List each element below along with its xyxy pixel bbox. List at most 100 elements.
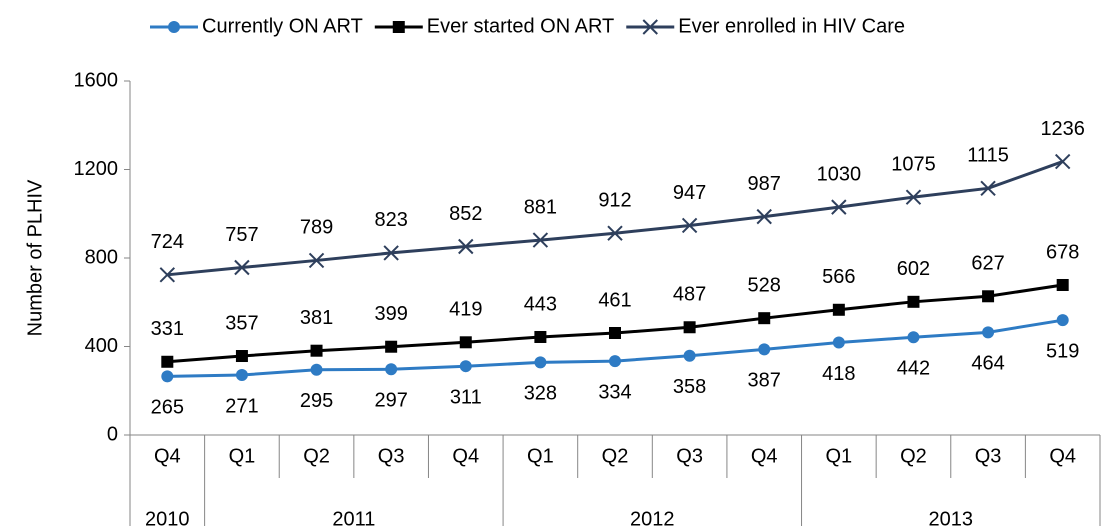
point bbox=[385, 340, 398, 353]
point bbox=[832, 303, 845, 316]
x-tick-label: Q2 bbox=[602, 445, 629, 467]
y-tick-label: 800 bbox=[85, 246, 118, 268]
data-label: 566 bbox=[822, 266, 855, 288]
point bbox=[609, 327, 621, 340]
point bbox=[385, 363, 398, 376]
data-label: 1075 bbox=[891, 153, 936, 175]
data-label: 464 bbox=[971, 353, 1004, 375]
data-label: 297 bbox=[374, 390, 407, 412]
legend-label: Currently ON ART bbox=[202, 15, 363, 37]
data-label: 947 bbox=[673, 182, 706, 204]
data-label: 399 bbox=[374, 303, 407, 325]
legend-label: Ever enrolled in HIV Care bbox=[678, 15, 905, 37]
y-tick-label: 0 bbox=[107, 423, 118, 445]
data-label: 487 bbox=[673, 284, 706, 306]
y-axis-label: Number of PLHIV bbox=[24, 179, 46, 336]
point bbox=[982, 290, 995, 303]
x-tick-label: Q3 bbox=[378, 445, 405, 467]
data-label: 1030 bbox=[817, 163, 862, 185]
data-label: 789 bbox=[300, 217, 333, 239]
point bbox=[235, 369, 248, 382]
point bbox=[607, 225, 623, 241]
data-label: 912 bbox=[598, 190, 631, 212]
point bbox=[980, 180, 996, 197]
point bbox=[683, 321, 696, 334]
data-label: 1115 bbox=[967, 145, 1009, 167]
data-label: 419 bbox=[449, 299, 482, 321]
x-group-label: 2011 bbox=[332, 508, 375, 526]
point bbox=[161, 355, 174, 368]
point bbox=[459, 360, 472, 373]
x-tick-label: Q4 bbox=[751, 445, 778, 467]
point bbox=[1056, 278, 1069, 291]
data-label: 528 bbox=[748, 274, 781, 296]
point bbox=[159, 267, 176, 283]
data-label: 678 bbox=[1046, 241, 1079, 263]
legend-marker bbox=[642, 19, 658, 35]
x-tick-label: Q2 bbox=[303, 445, 330, 467]
data-label: 461 bbox=[598, 289, 631, 311]
data-label: 331 bbox=[151, 318, 184, 340]
x-tick-label: Q4 bbox=[452, 445, 479, 467]
point bbox=[534, 356, 547, 369]
x-tick-label: Q3 bbox=[676, 445, 703, 467]
x-tick-label: Q3 bbox=[975, 445, 1002, 467]
legend-marker bbox=[168, 21, 180, 33]
point bbox=[832, 336, 845, 349]
point bbox=[161, 370, 174, 383]
point bbox=[831, 199, 847, 215]
x-tick-label: Q1 bbox=[826, 445, 853, 467]
data-label: 271 bbox=[225, 395, 258, 417]
point bbox=[235, 350, 248, 363]
data-label: 358 bbox=[673, 376, 706, 398]
data-label: 381 bbox=[300, 307, 333, 329]
point bbox=[905, 189, 922, 205]
legend-marker bbox=[392, 21, 405, 33]
point bbox=[532, 232, 549, 248]
point bbox=[310, 344, 323, 357]
data-label: 602 bbox=[897, 258, 930, 280]
data-label: 627 bbox=[971, 253, 1004, 275]
data-label: 387 bbox=[748, 370, 781, 392]
point bbox=[758, 312, 771, 325]
point bbox=[907, 295, 920, 308]
point bbox=[683, 349, 696, 362]
data-label: 334 bbox=[598, 381, 631, 403]
x-tick-label: Q2 bbox=[900, 445, 927, 467]
point bbox=[1054, 153, 1071, 170]
data-label: 442 bbox=[897, 357, 930, 379]
point bbox=[982, 326, 995, 339]
data-label: 357 bbox=[225, 312, 258, 334]
point bbox=[308, 252, 325, 269]
data-label: 328 bbox=[524, 383, 557, 405]
point bbox=[756, 208, 772, 225]
point bbox=[310, 363, 323, 376]
data-label: 311 bbox=[450, 386, 482, 408]
point bbox=[534, 330, 547, 343]
point bbox=[758, 343, 771, 356]
point bbox=[1056, 314, 1069, 327]
data-label: 295 bbox=[300, 390, 333, 412]
data-label: 265 bbox=[151, 397, 184, 419]
y-tick-label: 1200 bbox=[74, 158, 119, 180]
data-label: 519 bbox=[1046, 340, 1079, 362]
point bbox=[234, 259, 250, 276]
x-group-label: 2013 bbox=[929, 508, 974, 526]
x-tick-label: Q4 bbox=[154, 445, 181, 467]
point bbox=[609, 355, 621, 368]
data-label: 1236 bbox=[1040, 118, 1085, 140]
data-label: 881 bbox=[524, 196, 557, 218]
point bbox=[383, 245, 399, 261]
x-tick-label: Q4 bbox=[1049, 445, 1076, 467]
data-label: 823 bbox=[374, 209, 407, 231]
point bbox=[681, 217, 698, 234]
point bbox=[907, 331, 920, 344]
data-label: 418 bbox=[822, 363, 855, 385]
point bbox=[458, 238, 474, 255]
x-tick-label: Q1 bbox=[527, 445, 554, 467]
x-tick-label: Q1 bbox=[229, 445, 256, 467]
data-label: 724 bbox=[151, 231, 184, 253]
y-tick-label: 1600 bbox=[74, 69, 119, 91]
point bbox=[459, 336, 472, 349]
